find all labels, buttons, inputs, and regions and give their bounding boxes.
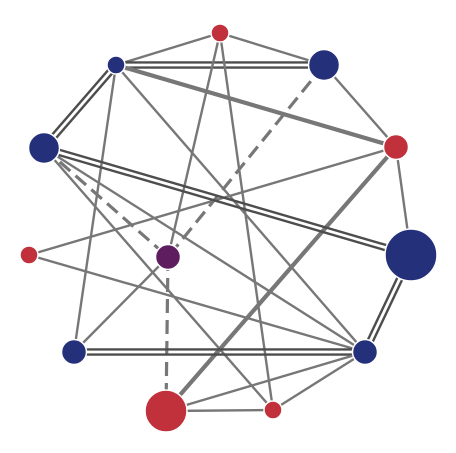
edge-n1-n3 (219, 31, 325, 67)
edge-n2-n3 (116, 61, 324, 69)
edge-n5-n6-strand-b (44, 144, 413, 254)
edge-n7-n10 (28, 253, 366, 354)
node-n12-red (263, 400, 283, 420)
edge-n4-n11 (164, 145, 398, 413)
edge-n5-n6 (42, 144, 413, 259)
edge-n1-n8 (166, 32, 222, 258)
node-n9-blue (60, 338, 88, 366)
node-n6-blue (384, 228, 438, 282)
edge-n5-n6-strand-a (42, 149, 411, 259)
edge-n8-n11 (164, 256, 170, 412)
edge-n3-n4 (323, 64, 397, 148)
node-layer (19, 23, 438, 433)
node-n11-red (144, 389, 188, 433)
edge-n2-n1 (115, 31, 221, 67)
node-n7-red (19, 245, 39, 265)
edge-n5-n12 (43, 147, 274, 411)
edge-n10-n12 (272, 350, 366, 412)
edge-n2-n5-strand-b (45, 65, 119, 151)
edge-layer (28, 31, 415, 413)
node-n3-blue (307, 48, 341, 82)
edge-n5-n10 (43, 146, 366, 354)
edge-n2-n4 (115, 62, 397, 150)
edge-n9-n10 (74, 348, 365, 356)
edge-n8-n9 (73, 256, 169, 353)
edge-n1-n12 (218, 32, 275, 411)
edge-n2-n5-strand-a (41, 62, 115, 148)
node-n2-blue (106, 55, 126, 75)
edge-n5-n8 (42, 146, 170, 259)
edge-n10-n11 (165, 350, 366, 413)
edge-n2-n9 (72, 64, 118, 353)
node-n4-red (382, 133, 410, 161)
node-n10-blue (351, 338, 379, 366)
node-n5-blue (27, 131, 61, 165)
edge-n2-n5 (41, 62, 119, 151)
node-n8-purple (154, 243, 182, 271)
node-n1-red (210, 23, 230, 43)
